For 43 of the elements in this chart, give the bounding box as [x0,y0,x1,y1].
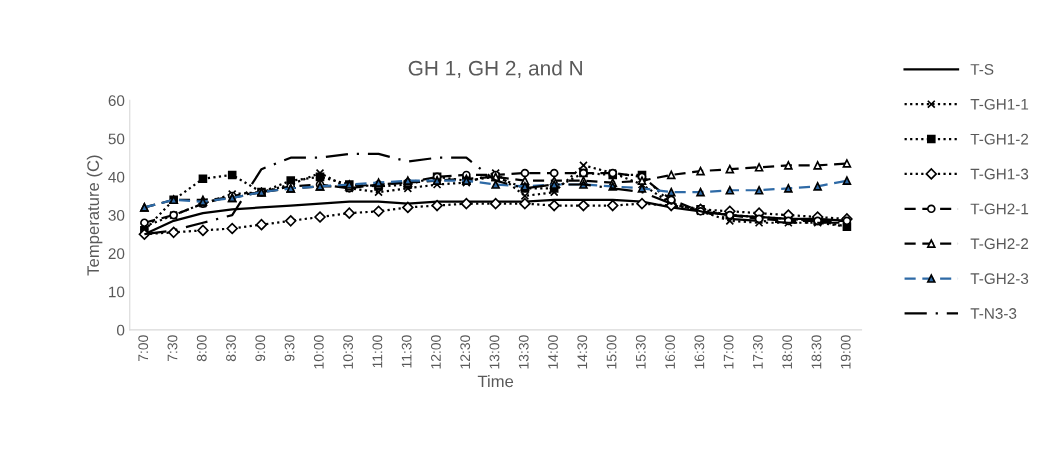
legend-label: T-GH1-1 [970,98,1029,110]
x-tick-label: 9:00 [255,335,266,362]
legend-label: T-GH2-1 [970,203,1029,215]
y-tick-label: 30 [108,209,125,221]
legend-label: T-N3-3 [970,308,1017,319]
y-tick-label: 50 [108,133,125,145]
x-tick-label: 15:00 [606,335,617,369]
x-tick-label: 15:30 [635,335,646,369]
legend-label: T-S [970,64,994,75]
y-tick-label: 60 [108,95,125,107]
x-tick-label: 10:00 [313,335,324,369]
legend-label: T-GH1-2 [970,133,1029,145]
x-tick-label: 16:00 [665,335,675,369]
x-tick-label: 17:00 [723,335,734,369]
x-tick-label: 7:00 [138,335,149,362]
x-tick-label: 11:30 [401,335,412,368]
x-tick-label: 10:30 [343,335,354,369]
x-tick-label: 18:30 [811,335,822,369]
x-tick-label: 8:30 [226,335,236,362]
x-tick-label: 14:00 [548,335,558,369]
x-tick-label: 14:30 [577,335,588,369]
y-tick-label: 40 [108,171,125,183]
y-tick-label: 0 [116,324,125,336]
x-tick-label: 12:00 [431,335,441,369]
legend-label: T-GH2-2 [970,238,1029,250]
x-tick-label: 17:30 [752,335,763,369]
x-tick-label: 8:00 [196,335,207,362]
legend-label: T-GH1-3 [970,168,1029,180]
y-tick-label: 10 [109,286,125,298]
chart-title: GH 1, GH 2, and N [408,60,582,79]
x-tick-label: 13:00 [489,335,500,369]
x-tick-label: 13:30 [518,335,529,369]
x-tick-label: 12:30 [460,335,471,369]
legend-label: T-GH2-3 [970,273,1029,285]
x-tick-label: 11:00 [372,335,383,368]
x-tick-label: 7:30 [167,335,178,362]
x-tick-label: 18:00 [782,335,793,369]
x-tick-label: 19:00 [840,335,851,369]
x-tick-label: 9:30 [284,335,295,362]
x-tick-label: 16:30 [694,335,705,369]
x-axis-title: Time [477,375,514,388]
y-axis-title: Temperature (C) [86,155,103,276]
y-tick-label: 20 [108,248,125,260]
